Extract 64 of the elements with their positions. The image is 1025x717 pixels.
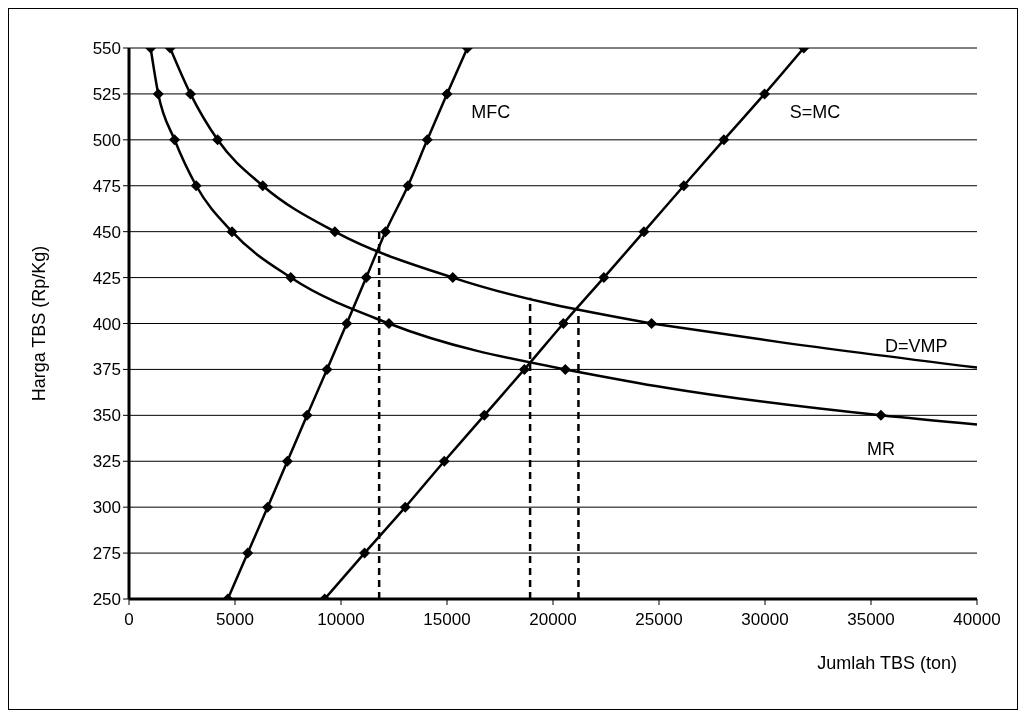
point xyxy=(559,363,571,375)
series-label: MR xyxy=(867,438,895,459)
x-tick-label: 35000 xyxy=(847,610,895,630)
point xyxy=(380,226,392,238)
point xyxy=(360,272,372,284)
x-axis-title: Jumlah TBS (ton) xyxy=(817,653,957,673)
y-tick-label: 325 xyxy=(92,452,121,472)
series-label: D=VMP xyxy=(885,335,948,356)
point xyxy=(212,134,224,146)
point xyxy=(875,409,887,421)
y-tick-label: 275 xyxy=(92,544,121,564)
point xyxy=(152,88,164,100)
point xyxy=(518,363,530,375)
point xyxy=(399,501,411,513)
point xyxy=(359,547,371,559)
x-tick-label: 40000 xyxy=(953,610,1001,630)
x-tick-label: 0 xyxy=(124,610,134,630)
point xyxy=(169,134,181,146)
series-label: S=MC xyxy=(789,102,841,122)
x-tick-label: 15000 xyxy=(423,610,471,630)
point xyxy=(598,272,610,284)
y-tick-label: 250 xyxy=(92,590,121,610)
x-tick-label: 20000 xyxy=(529,610,577,630)
x-tick-label: 5000 xyxy=(216,610,254,630)
point xyxy=(421,134,433,146)
point xyxy=(678,180,690,192)
point xyxy=(557,318,569,329)
point xyxy=(646,318,658,329)
point xyxy=(262,501,274,513)
point xyxy=(226,226,238,238)
y-axis-title: Harga TBS (Rp/Kg) xyxy=(29,245,50,402)
y-tick-label: 550 xyxy=(92,39,121,59)
point xyxy=(759,88,771,100)
series-label: MFC xyxy=(471,102,511,122)
point xyxy=(190,180,202,192)
point xyxy=(301,409,313,421)
y-tick-label: 525 xyxy=(92,84,121,104)
point xyxy=(257,180,269,192)
y-tick-label: 450 xyxy=(92,222,121,242)
point xyxy=(242,547,254,559)
point xyxy=(438,455,450,467)
y-tick-label: 400 xyxy=(92,314,121,334)
y-tick-label: 300 xyxy=(92,498,121,518)
point xyxy=(718,134,730,146)
point xyxy=(341,318,353,329)
x-tick-label: 10000 xyxy=(317,610,365,630)
point xyxy=(184,88,196,100)
point xyxy=(321,363,333,375)
y-tick-label: 475 xyxy=(92,176,121,196)
point xyxy=(281,455,293,467)
x-tick-label: 30000 xyxy=(741,610,789,630)
point xyxy=(638,226,650,238)
point xyxy=(478,409,490,421)
point xyxy=(402,180,414,192)
y-tick-label: 425 xyxy=(92,268,121,288)
point xyxy=(383,318,395,329)
y-tick-label: 350 xyxy=(92,406,121,426)
point xyxy=(447,272,459,284)
point xyxy=(285,272,297,284)
point xyxy=(441,88,453,100)
x-tick-label: 25000 xyxy=(635,610,683,630)
y-tick-label: 500 xyxy=(92,130,121,150)
point xyxy=(329,226,341,238)
y-tick-label: 375 xyxy=(92,360,121,380)
